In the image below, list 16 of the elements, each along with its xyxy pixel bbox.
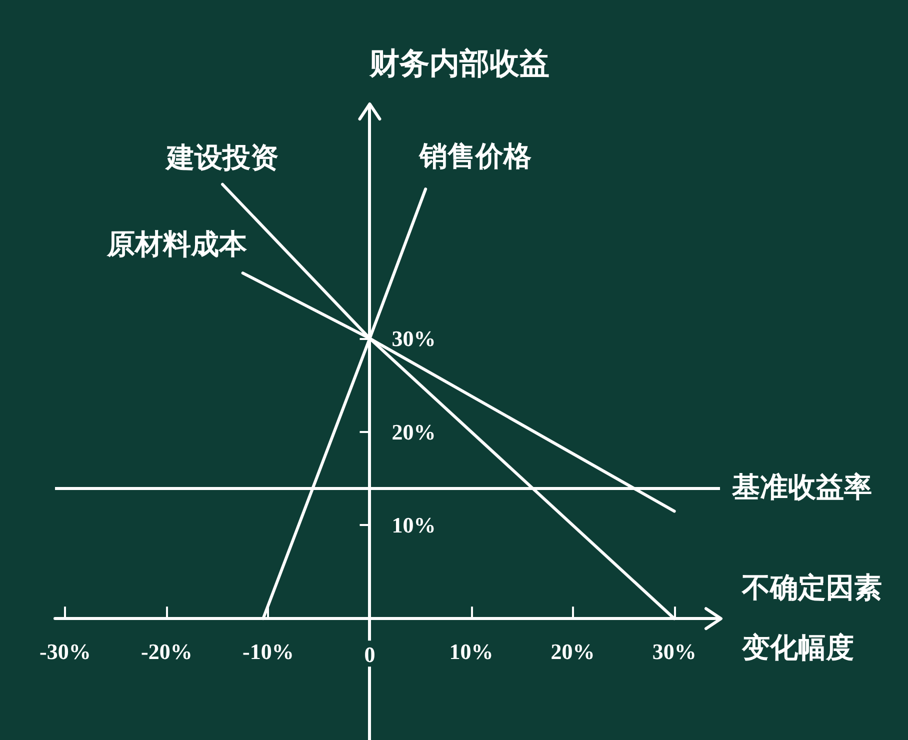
series-label: 建设投资 [164,142,279,174]
x-tick-label: 0 [364,642,376,668]
ref-line-label: 基准收益率 [731,471,872,504]
x-tick-label: 10% [449,639,494,664]
series-label: 原材料成本 [106,230,248,261]
x-axis-title: 不确定因素变化幅度 [741,572,882,664]
series-label: 销售价格 [418,142,532,173]
x-tick-label: -30% [39,639,91,664]
y-axis-title: 财务内部收益 [368,46,550,80]
y-tick-label: 10% [392,512,436,538]
y-tick-label: 20% [392,419,436,444]
x-tick-label: 20% [550,639,595,664]
x-tick-label: -20% [141,639,192,664]
x-tick-label: -10% [242,639,294,664]
y-tick-label: 30% [392,326,436,351]
x-tick-label: 30% [652,639,696,664]
